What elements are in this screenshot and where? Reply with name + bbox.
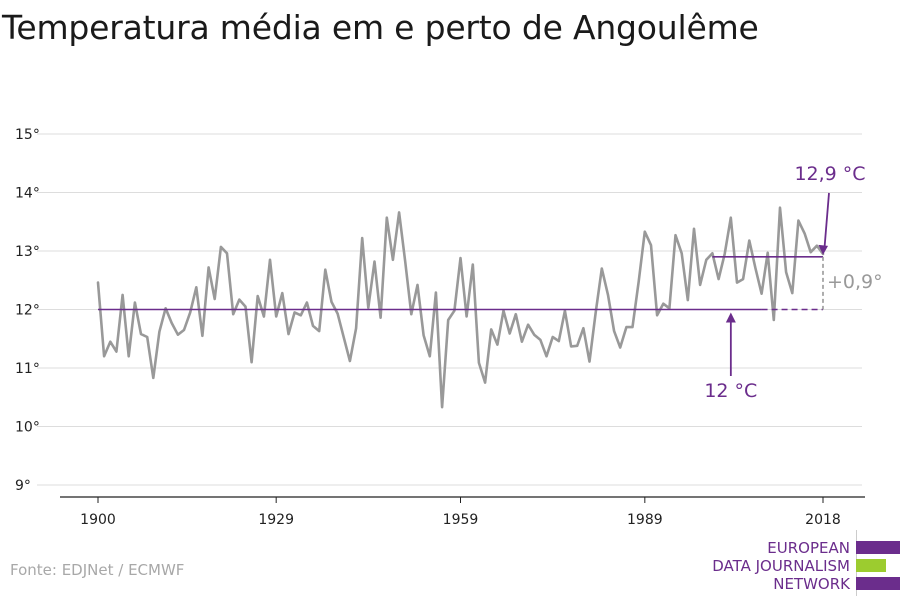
source-text: Fonte: EDJNet / ECMWF — [10, 561, 185, 579]
y-tick-label: 13° — [15, 244, 40, 260]
annotation-arrow-line — [823, 192, 830, 248]
annotation-baseline: 12 °C — [704, 380, 757, 402]
edjnet-logo: EUROPEAN DATA JOURNALISM NETWORK — [690, 530, 900, 596]
temperature-series-line — [96, 206, 825, 409]
annotations: +0,9° 12,9 °C 12 °C — [704, 163, 882, 402]
difference-label: +0,9° — [827, 271, 883, 293]
x-tick-label: 2018 — [805, 512, 841, 528]
y-tick-label: 15° — [15, 127, 40, 143]
x-tick-label: 1929 — [258, 512, 294, 528]
annotation-arrowhead — [818, 244, 828, 255]
y-tick-label: 9° — [15, 478, 31, 494]
logo-bar-purple-bottom — [856, 577, 900, 590]
logo-line-network: NETWORK — [773, 575, 850, 593]
logo-bar-green — [856, 559, 886, 572]
reference-lines — [98, 256, 824, 311]
annotation-arrowhead — [725, 312, 736, 323]
x-tick-label: 1959 — [443, 512, 479, 528]
logo-bar-purple-top — [856, 541, 900, 554]
y-tick-label: 14° — [15, 186, 40, 202]
y-tick-label: 11° — [15, 361, 40, 377]
logo-line-data-journalism: DATA JOURNALISM — [712, 557, 850, 575]
y-tick-label: 12° — [15, 303, 40, 319]
annotation-recent-average: 12,9 °C — [794, 163, 865, 185]
y-axis: 9° 10° 11° 12° 13° 14° 15° — [15, 127, 40, 494]
chart-title: Temperatura média em e perto de Angoulêm… — [2, 8, 759, 47]
series-layer — [96, 206, 825, 409]
x-axis: 1900 1929 1959 1989 2018 — [60, 496, 865, 528]
logo-line-european: EUROPEAN — [767, 539, 850, 557]
y-tick-label: 10° — [15, 420, 40, 436]
x-tick-label: 1900 — [80, 512, 116, 528]
x-tick-label: 1989 — [627, 512, 663, 528]
